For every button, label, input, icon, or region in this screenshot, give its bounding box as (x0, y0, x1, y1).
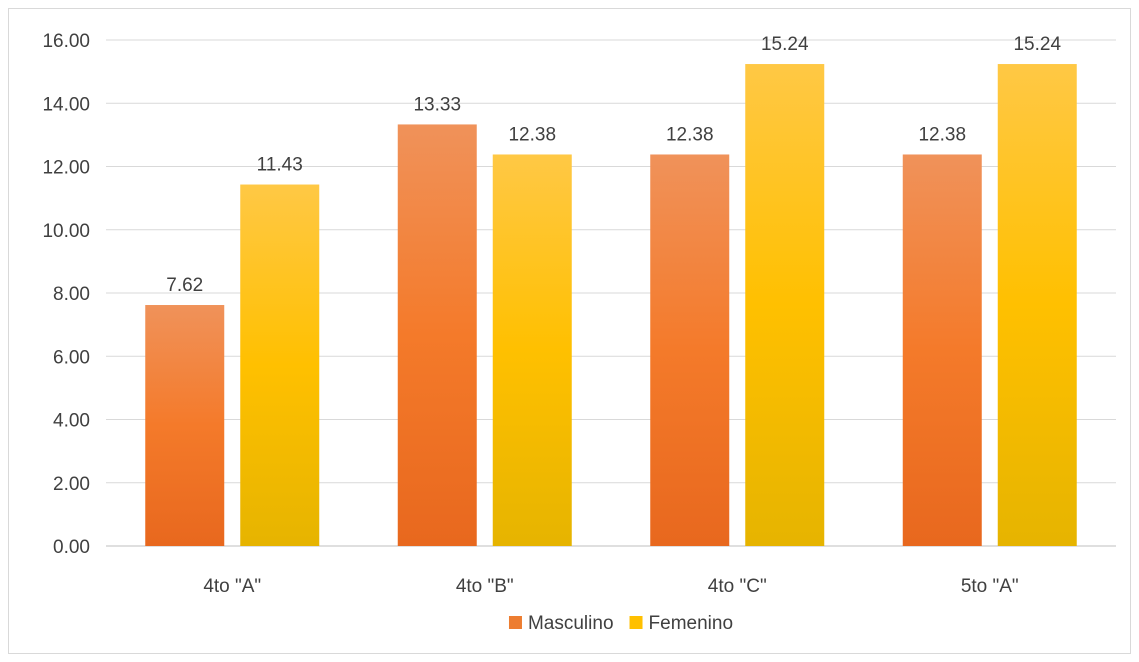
chart-frame: 0.00 2.00 4.00 6.00 8.00 10.00 12.00 14.00 16.00… (8, 8, 1131, 654)
legend-label-femenino: Femenino (649, 613, 734, 634)
x-tick-label: 5to "A" (961, 576, 1019, 597)
x-tick-label: 4to "A" (203, 576, 261, 597)
y-tick-label: 14.00 (42, 94, 90, 115)
data-label: 12.38 (918, 124, 966, 145)
y-tick-label: 12.00 (42, 158, 90, 179)
x-axis-ticks: 4to "A" 4to "B" 4to "C" 5to "A" (203, 576, 1018, 597)
bar-femenino (240, 184, 320, 546)
y-axis-ticks: 0.00 2.00 4.00 6.00 8.00 10.00 12.00 14.00 16.00 (42, 31, 90, 558)
y-tick-label: 4.00 (53, 411, 90, 432)
y-tick-label: 2.00 (53, 474, 90, 495)
legend-label-masculino: Masculino (528, 613, 614, 634)
y-tick-label: 0.00 (53, 537, 90, 558)
bar-femenino (492, 154, 572, 547)
data-label: 11.43 (257, 155, 303, 176)
legend: Masculino Femenino (508, 613, 734, 634)
data-label: 12.38 (666, 124, 714, 145)
y-tick-label: 6.00 (53, 347, 90, 368)
data-label: 13.33 (413, 94, 461, 115)
x-tick-label: 4to "B" (456, 576, 514, 597)
bar-chart: 0.00 2.00 4.00 6.00 8.00 10.00 12.00 14.00 16.00… (42, 31, 1116, 634)
x-tick-label: 4to "C" (708, 576, 767, 597)
bar-masculino (397, 124, 477, 546)
bar-femenino (745, 64, 825, 546)
legend-swatch-femenino (629, 616, 643, 629)
data-label: 7.62 (166, 275, 203, 296)
bar-masculino (650, 154, 730, 547)
bar-masculino (145, 305, 225, 546)
bars (145, 64, 1077, 547)
y-tick-label: 10.00 (42, 221, 90, 242)
y-tick-label: 16.00 (42, 31, 90, 52)
legend-swatch-masculino (508, 616, 522, 629)
data-label: 12.38 (508, 124, 556, 145)
bar-masculino (902, 154, 982, 547)
bar-femenino (997, 64, 1077, 546)
y-tick-label: 8.00 (53, 284, 90, 305)
data-label: 15.24 (761, 34, 809, 55)
data-labels: 7.62 11.43 13.33 12.38 12.38 15.24 12.38 15.24 (166, 34, 1061, 296)
data-label: 15.24 (1013, 34, 1061, 55)
